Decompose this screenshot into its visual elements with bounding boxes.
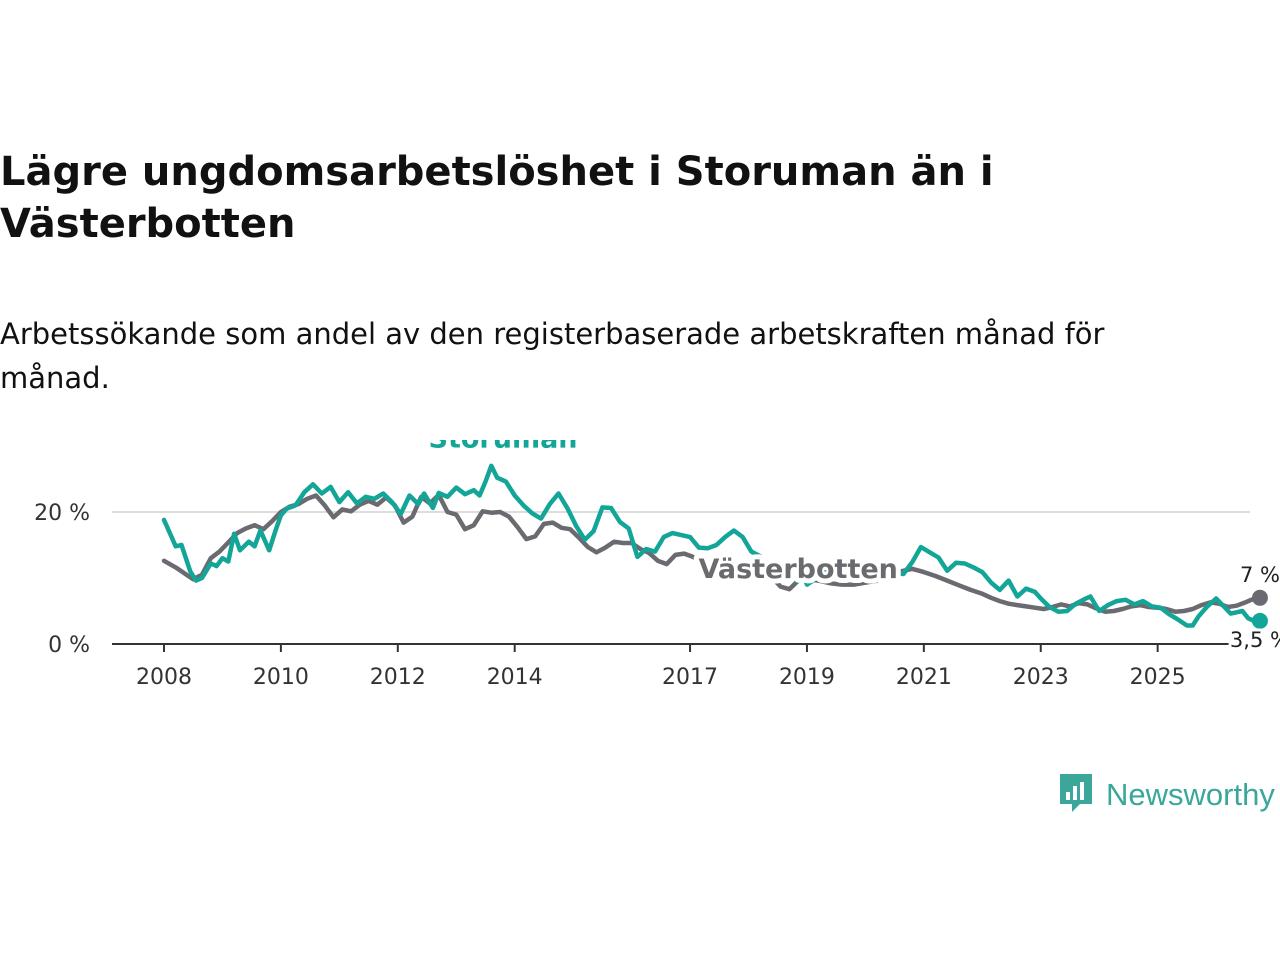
end-label-storuman: 3,5 % [1230, 628, 1280, 652]
series-line-västerbotten [161, 492, 1263, 614]
x-axis [112, 643, 1250, 652]
series-label-storuman: Storuman [429, 440, 578, 454]
x-tick-label: 2017 [662, 665, 718, 690]
x-tick-label: 2008 [136, 665, 192, 690]
end-label-västerbotten: 7 % [1240, 563, 1280, 587]
end-point-storuman [1251, 612, 1268, 629]
chart-title: Lägre ungdomsarbetslöshet i Storuman än … [0, 149, 994, 247]
x-tick-label: 2010 [253, 665, 309, 690]
x-tick-label: 2012 [370, 665, 426, 690]
x-tick-label: 2014 [487, 665, 543, 690]
line-chart: 0 % 20 % 2008 2010 2012 2014 2017 2019 2021 2023… [34, 440, 1280, 690]
series-lines [161, 463, 1263, 628]
y-axis: 0 % 20 % [34, 501, 90, 658]
series-labels: 3,5 % 7 % Storuman Västerbotten [424, 440, 1280, 655]
x-tick-label: 2023 [1013, 665, 1069, 690]
brand-name: Newsworthy [1106, 777, 1275, 812]
x-tick-label: 2021 [896, 665, 952, 690]
chart-subtitle: Arbetssökande som andel av den registerb… [0, 317, 1105, 395]
series-label-västerbotten: Västerbotten [698, 554, 897, 585]
newsworthy-logo-icon [1060, 774, 1092, 812]
x-tick-label: 2019 [779, 665, 835, 690]
x-tick-labels: 2008 2010 2012 2014 2017 2019 2021 2023 2025 [136, 665, 1186, 690]
end-point-västerbotten [1251, 589, 1268, 606]
series-line-storuman [161, 463, 1263, 628]
y-tick-label: 0 % [48, 633, 90, 658]
x-tick-label: 2025 [1130, 665, 1186, 690]
y-tick-label: 20 % [34, 501, 90, 526]
newsworthy-brand[interactable]: Newsworthy [1058, 772, 1275, 818]
